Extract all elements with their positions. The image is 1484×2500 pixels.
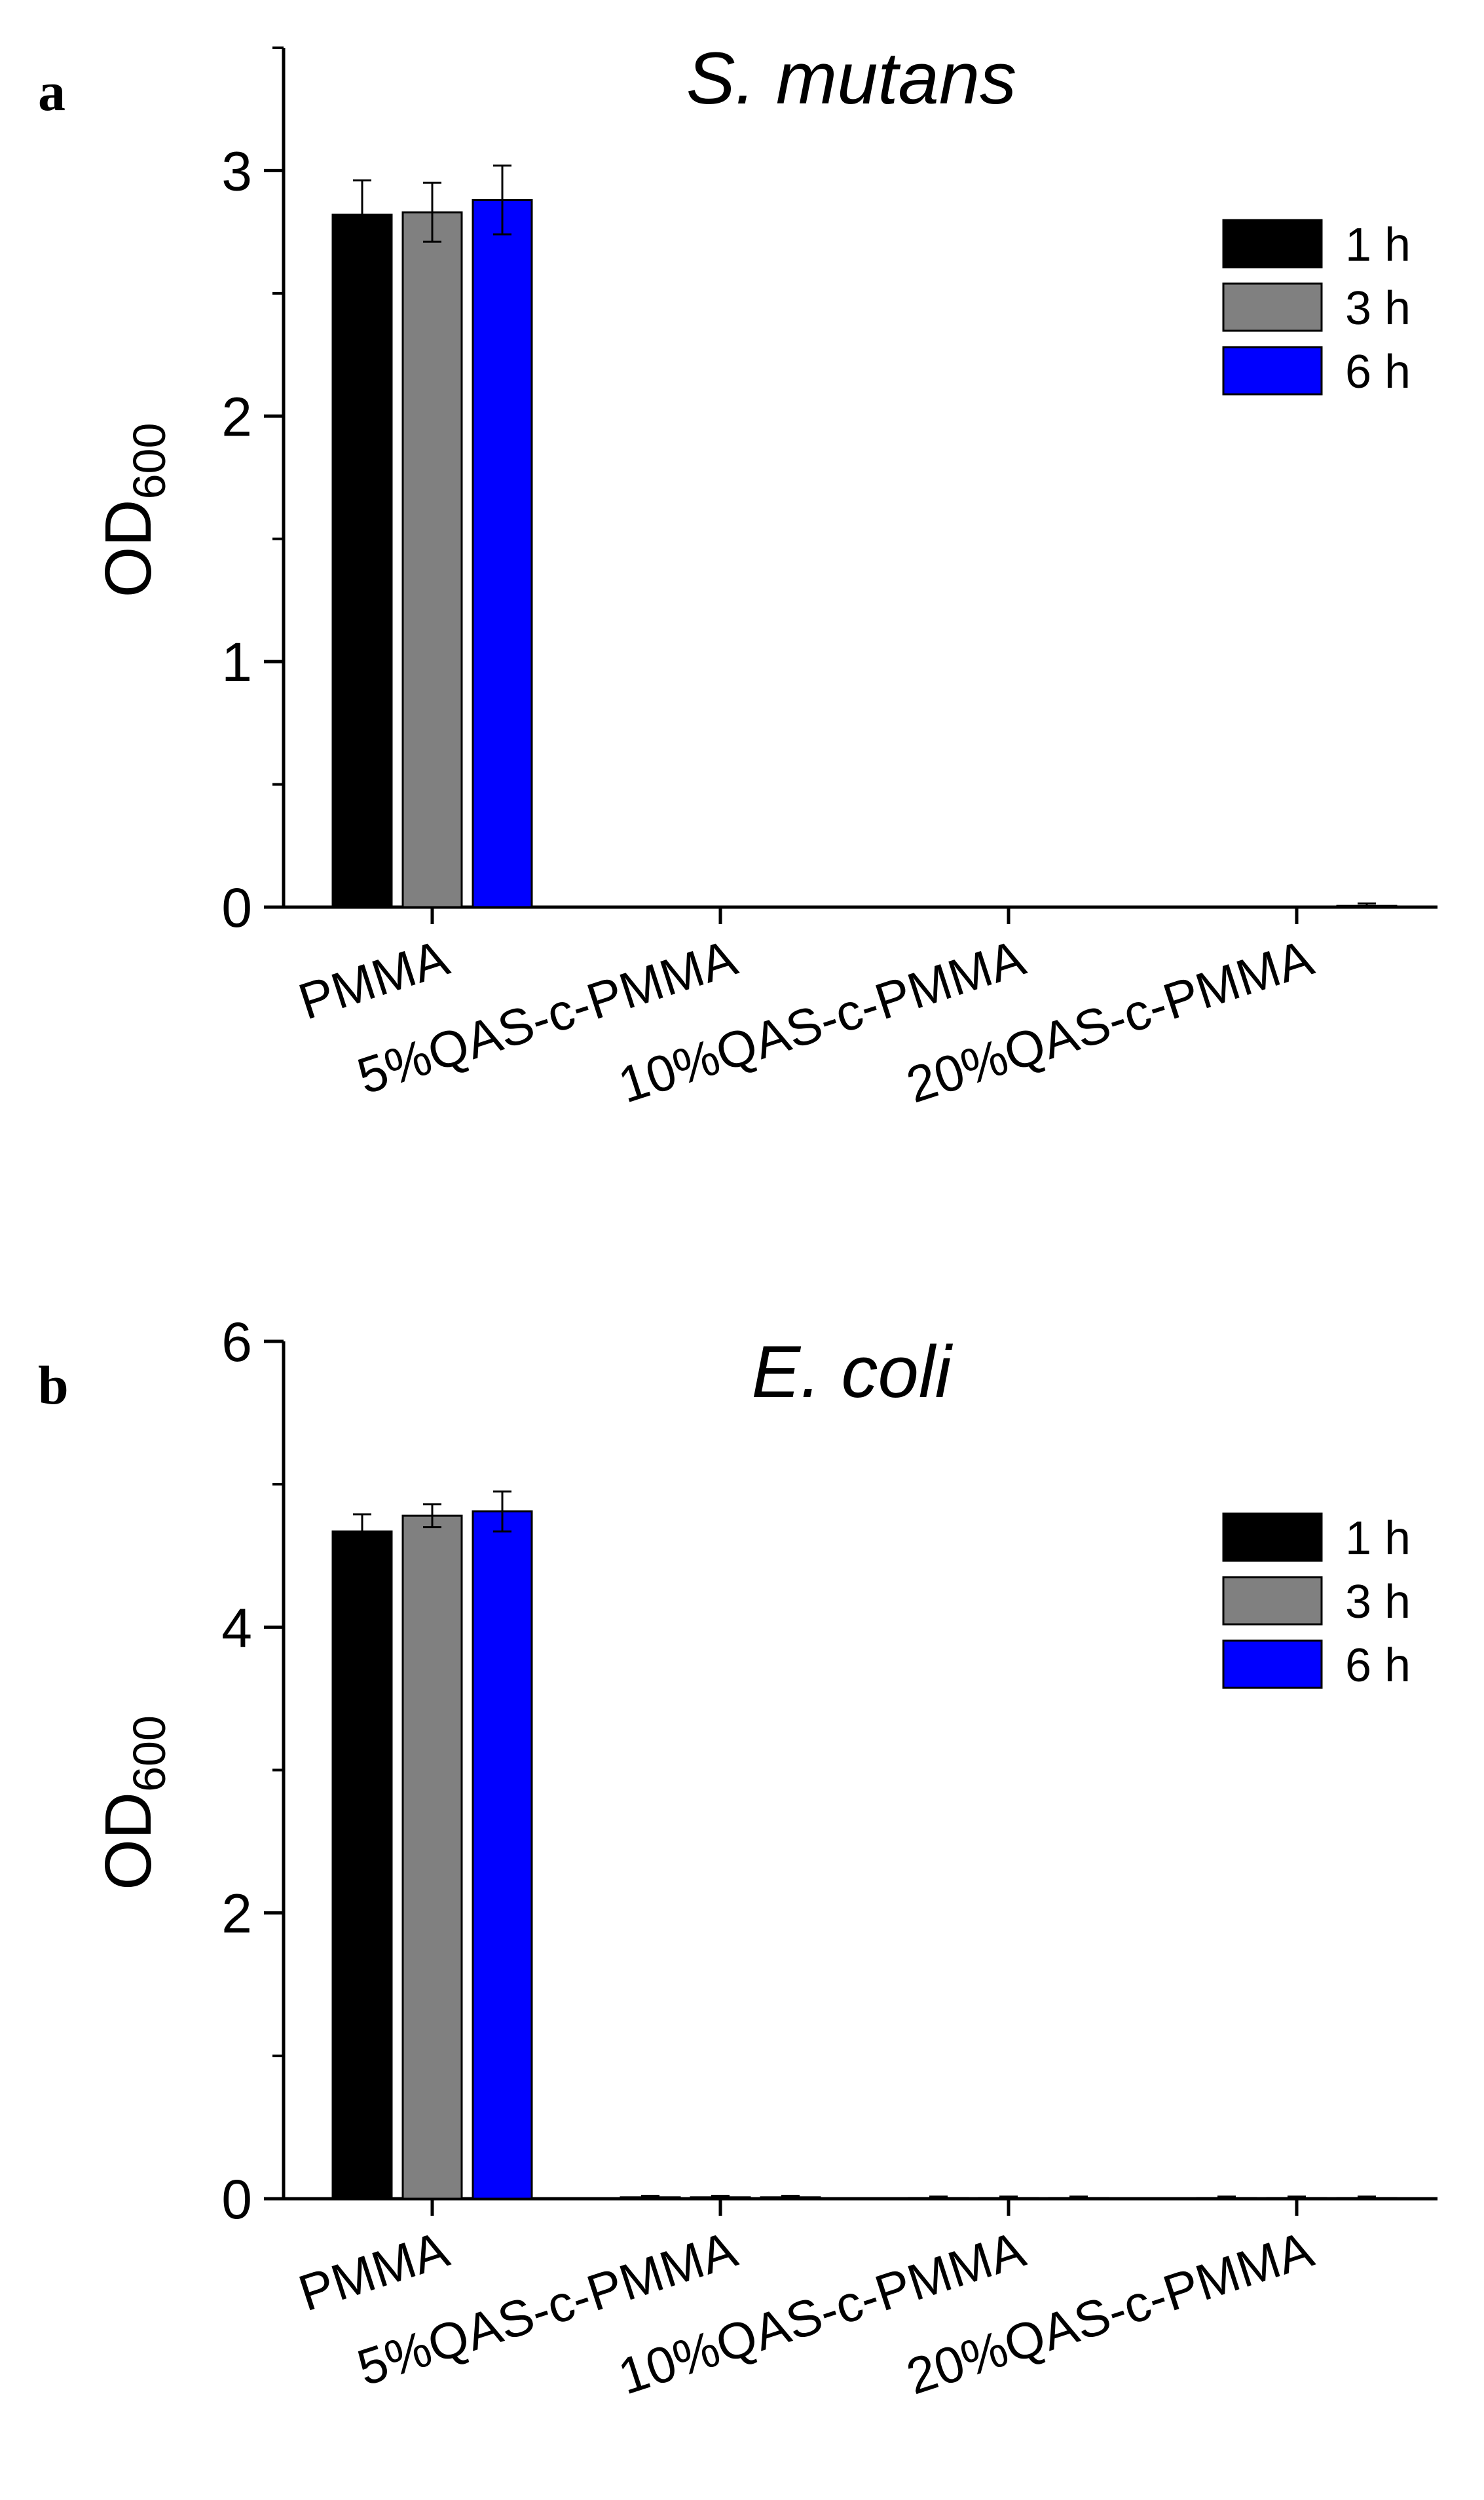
panel-a-legend-swatch (1222, 219, 1323, 269)
panel-a-bar-3h-0 (401, 211, 463, 908)
panel-b-legend-label: 6 h (1345, 1639, 1411, 1692)
panel-a-title: S. mutans (686, 37, 1016, 119)
panel-a-legend-label: 1 h (1345, 219, 1411, 271)
panel-a-y-tick-label: 2 (221, 386, 252, 447)
panel-b-letter: b (38, 1355, 69, 1416)
panel-a-y-tick-label: 3 (221, 140, 252, 202)
panel-b-legend-swatch (1222, 1639, 1323, 1689)
panel-a-legend-swatch (1222, 282, 1323, 332)
panel-b-legend-swatch (1222, 1576, 1323, 1626)
panel-a-bar-6h-0 (472, 198, 533, 908)
panel-b-legend-label: 3 h (1345, 1576, 1411, 1628)
panel-a-legend-label: 3 h (1345, 282, 1411, 335)
panel-b-y-tick-label: 2 (221, 1883, 252, 1945)
panel-b-bar-3h-0 (401, 1514, 463, 2200)
panel-b-bar-1h-0 (331, 1530, 393, 2200)
panel-a-x-tick-label: PMMA (292, 928, 456, 1030)
panel-b-legend-label: 1 h (1345, 1512, 1411, 1565)
panel-b-y-tick-label: 0 (221, 2169, 252, 2230)
panel-b-legend-swatch (1222, 1512, 1323, 1562)
panel-b-title: E. coli (752, 1331, 954, 1413)
panel-a-letter: a (38, 62, 65, 122)
panel-a-y-axis-label: OD600 (92, 423, 175, 598)
panel-a-legend-label: 6 h (1345, 346, 1411, 398)
panel-b-y-axis-label: OD600 (92, 1715, 175, 1890)
panel-b-y-tick-label: 4 (221, 1597, 252, 1658)
panel-b-bar-6h-0 (472, 1510, 533, 2200)
panel-a-y-tick-label: 0 (221, 877, 252, 939)
panel-a-legend-swatch (1222, 346, 1323, 396)
panel-a-bar-1h-0 (331, 214, 393, 908)
panel-b-x-tick-label: PMMA (292, 2220, 456, 2322)
panel-b-y-tick-label: 6 (221, 1311, 252, 1373)
panel-a-y-tick-label: 1 (221, 631, 252, 693)
